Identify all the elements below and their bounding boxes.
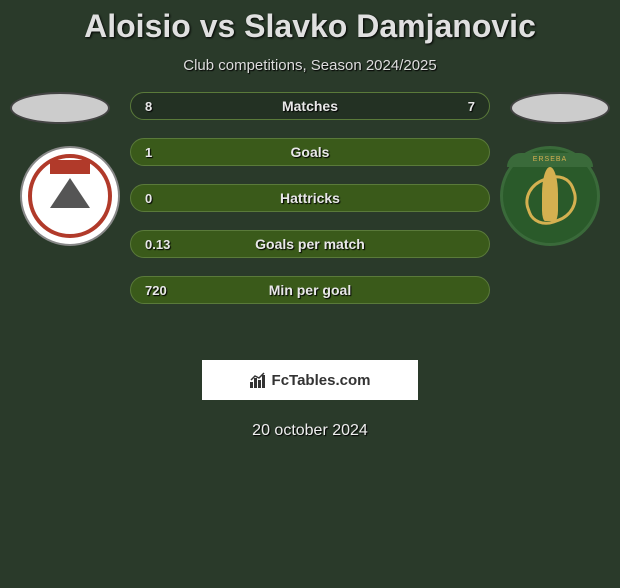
stat-left-value: 720 bbox=[131, 283, 186, 298]
club-badge-left bbox=[20, 146, 120, 246]
stat-left-value: 0 bbox=[131, 191, 186, 206]
stat-label: Matches bbox=[186, 98, 434, 114]
comparison-body: ERSEBA 8Matches71Goals0Hattricks0.13Goal… bbox=[0, 92, 620, 352]
club-badge-right: ERSEBA bbox=[500, 146, 600, 246]
comparison-title: Aloisio vs Slavko Damjanovic bbox=[0, 8, 620, 45]
stat-right-value: 7 bbox=[434, 99, 489, 114]
stat-row-hattricks: 0Hattricks bbox=[130, 184, 490, 212]
stat-row-matches: 8Matches7 bbox=[130, 92, 490, 120]
player-right-avatar-placeholder bbox=[510, 92, 610, 124]
player-left-avatar-placeholder bbox=[10, 92, 110, 124]
stat-label: Hattricks bbox=[186, 190, 434, 206]
comparison-subtitle: Club competitions, Season 2024/2025 bbox=[0, 57, 620, 74]
stat-row-min-per-goal: 720Min per goal bbox=[130, 276, 490, 304]
comparison-date: 20 october 2024 bbox=[0, 422, 620, 440]
stat-label: Goals per match bbox=[186, 236, 434, 252]
stat-left-value: 0.13 bbox=[131, 237, 186, 252]
bar-chart-icon bbox=[250, 372, 268, 388]
club-badge-left-ring bbox=[28, 154, 112, 238]
brand-watermark: FcTables.com bbox=[202, 360, 418, 400]
stat-left-value: 1 bbox=[131, 145, 186, 160]
brand-text: FcTables.com bbox=[272, 372, 371, 389]
stat-row-goals-per-match: 0.13Goals per match bbox=[130, 230, 490, 258]
stats-list: 8Matches7 1Goals 0Hattricks 0.13Goals per m… bbox=[130, 92, 490, 322]
stat-left-value: 8 bbox=[131, 99, 186, 114]
stat-label: Min per goal bbox=[186, 282, 434, 298]
club-badge-right-band: ERSEBA bbox=[507, 153, 593, 167]
stat-label: Goals bbox=[186, 144, 434, 160]
stat-row-goals: 1Goals bbox=[130, 138, 490, 166]
